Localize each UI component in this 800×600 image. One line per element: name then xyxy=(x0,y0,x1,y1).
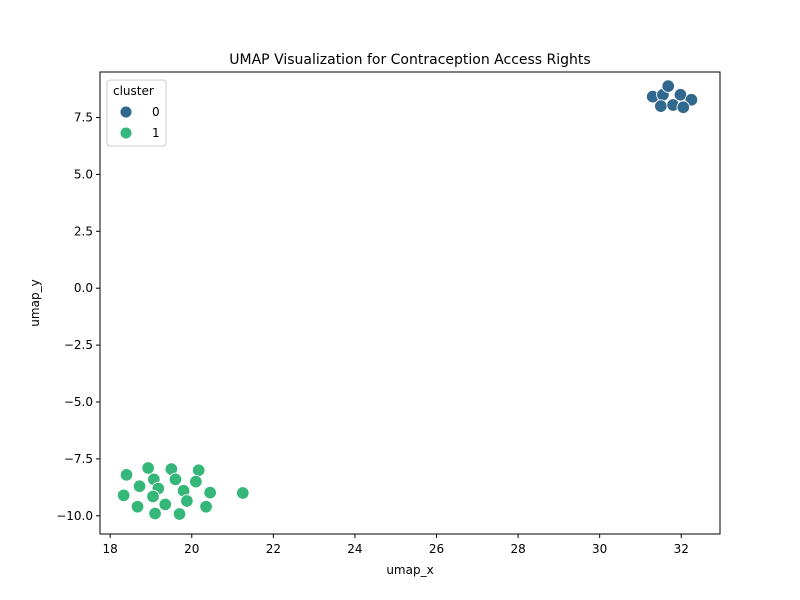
cluster-1-point xyxy=(172,507,187,521)
y-tick-label: 5.0 xyxy=(74,167,93,181)
cluster-1-point xyxy=(236,486,250,500)
cluster-1-point xyxy=(146,489,160,504)
x-tick-label: 22 xyxy=(266,542,281,556)
cluster-1-point xyxy=(168,472,183,487)
legend-label-0: 0 xyxy=(152,105,160,119)
cluster-1-point xyxy=(189,474,203,489)
x-axis: 18 20 22 24 26 28 30 32 xyxy=(103,534,689,556)
points-layer xyxy=(116,79,699,521)
cluster-1-point xyxy=(191,463,206,478)
y-tick-label: −7.5 xyxy=(64,452,93,466)
cluster-1-point xyxy=(119,468,134,482)
x-tick-label: 26 xyxy=(429,542,444,556)
cluster-1-point xyxy=(141,461,155,475)
cluster-0-point xyxy=(654,99,668,113)
cluster-1-point xyxy=(148,506,162,521)
x-tick-label: 32 xyxy=(674,542,689,556)
cluster-0-point xyxy=(676,100,691,115)
y-tick-label: 0.0 xyxy=(74,281,93,295)
x-tick-label: 18 xyxy=(103,542,118,556)
legend-marker-0 xyxy=(119,105,133,119)
y-tick-label: −5.0 xyxy=(64,395,93,409)
cluster-1-point xyxy=(158,497,173,512)
y-tick-label: 7.5 xyxy=(74,111,93,125)
cluster-0-point xyxy=(661,79,675,93)
cluster-1-point xyxy=(130,499,145,514)
y-tick-label: −2.5 xyxy=(64,338,93,352)
y-axis-label: umap_y xyxy=(28,279,42,326)
legend-title: cluster xyxy=(113,84,154,98)
cluster-1-point xyxy=(116,488,131,503)
y-tick-label: 2.5 xyxy=(74,224,93,238)
y-axis: −10.0 −7.5 −5.0 −2.5 0.0 2.5 5.0 7.5 xyxy=(56,111,100,523)
cluster-1-point xyxy=(199,499,213,514)
legend-marker-1 xyxy=(119,126,133,140)
x-tick-label: 24 xyxy=(347,542,362,556)
x-axis-label: umap_x xyxy=(386,563,433,577)
cluster-1-point xyxy=(180,494,194,508)
chart-title: UMAP Visualization for Contraception Acc… xyxy=(229,52,590,68)
y-tick-label: −10.0 xyxy=(56,509,93,523)
x-tick-label: 28 xyxy=(510,542,525,556)
plot-frame xyxy=(99,71,721,535)
legend-label-1: 1 xyxy=(152,126,160,140)
x-tick-label: 30 xyxy=(592,542,607,556)
plot-area xyxy=(116,79,699,521)
cluster-1-point xyxy=(203,485,217,500)
legend: cluster 0 1 xyxy=(106,79,167,147)
x-tick-label: 20 xyxy=(184,542,199,556)
cluster-0-point xyxy=(673,88,688,102)
cluster-1-point xyxy=(132,479,147,493)
